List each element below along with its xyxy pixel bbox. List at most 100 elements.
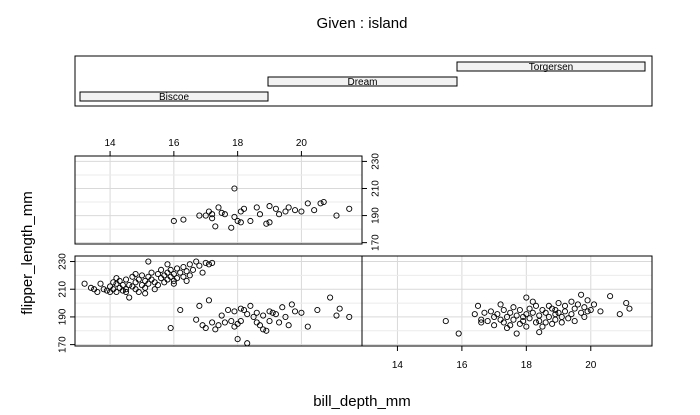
data-point <box>500 306 507 314</box>
data-point <box>616 311 623 318</box>
data-point <box>202 259 209 266</box>
data-point <box>314 306 321 314</box>
data-point <box>523 323 530 330</box>
data-point <box>304 200 311 207</box>
data-point <box>164 261 171 268</box>
x-tick-label: 14 <box>105 138 117 149</box>
data-point <box>304 323 311 330</box>
data-point <box>164 276 171 283</box>
data-point <box>250 313 257 320</box>
panel-dream <box>361 255 653 347</box>
data-point <box>568 311 575 318</box>
panel-torgersen <box>74 155 363 245</box>
data-point <box>122 288 130 296</box>
x-tick-label: 16 <box>456 360 468 371</box>
data-point <box>607 293 614 300</box>
data-point <box>145 280 152 287</box>
data-point <box>132 270 139 278</box>
data-point <box>205 297 212 304</box>
data-point <box>442 318 449 325</box>
data-point <box>523 294 530 301</box>
given-bar-label-torgersen: Torgersen <box>529 62 573 73</box>
data-point <box>110 279 117 286</box>
data-point <box>471 311 478 318</box>
data-point <box>253 204 260 211</box>
data-point <box>225 306 232 314</box>
data-point <box>186 261 193 268</box>
data-point <box>180 273 187 280</box>
data-point <box>510 304 517 311</box>
data-point <box>520 318 527 325</box>
data-point <box>266 318 273 325</box>
data-point <box>103 287 110 294</box>
data-point <box>148 276 155 283</box>
data-point <box>552 306 559 314</box>
data-point <box>623 300 630 307</box>
x-tick-label: 16 <box>168 138 180 149</box>
data-point <box>199 269 206 276</box>
data-point <box>247 302 254 309</box>
data-point <box>272 311 279 318</box>
data-point <box>161 279 168 286</box>
data-point <box>288 301 295 308</box>
data-point <box>510 316 517 323</box>
data-point <box>231 185 238 192</box>
data-point <box>285 322 292 329</box>
data-point <box>336 305 343 312</box>
data-point <box>228 318 235 325</box>
data-point <box>135 276 142 283</box>
data-point <box>138 272 146 279</box>
data-point <box>215 204 222 211</box>
data-point <box>221 211 228 218</box>
data-point <box>199 322 206 329</box>
data-point <box>237 208 244 215</box>
data-point <box>578 309 585 316</box>
data-point <box>626 305 633 312</box>
data-point <box>333 312 340 319</box>
data-point <box>218 209 225 216</box>
data-point <box>167 324 174 332</box>
data-point <box>497 301 504 308</box>
data-point <box>126 294 133 301</box>
data-point <box>500 319 507 326</box>
data-point <box>122 276 130 283</box>
data-point <box>244 340 251 347</box>
data-point <box>100 286 107 293</box>
data-point <box>202 324 209 332</box>
data-point <box>581 313 588 320</box>
data-point <box>545 302 552 309</box>
data-point <box>311 207 318 214</box>
data-point <box>549 305 556 312</box>
data-point <box>487 308 494 315</box>
data-point <box>481 309 488 316</box>
data-point <box>561 302 569 309</box>
data-point <box>597 308 604 315</box>
data-point <box>276 319 283 326</box>
scatter-panels <box>74 155 653 347</box>
data-point <box>94 288 101 296</box>
data-point <box>536 318 543 325</box>
data-point <box>81 280 88 287</box>
given-bar-label-biscoe: Biscoe <box>159 92 189 103</box>
data-point <box>327 294 334 301</box>
data-point <box>529 298 536 305</box>
data-point <box>202 212 209 219</box>
given-bars: Biscoe Dream Torgersen <box>79 61 646 103</box>
data-point <box>193 316 200 323</box>
data-point <box>584 297 591 304</box>
data-point <box>474 302 482 309</box>
data-point <box>542 319 549 326</box>
data-point <box>122 286 130 293</box>
data-point <box>180 216 187 223</box>
data-point <box>167 266 174 273</box>
data-point <box>177 269 184 276</box>
data-point <box>154 270 161 278</box>
data-point <box>177 306 184 314</box>
data-point <box>513 312 520 319</box>
data-point <box>209 211 216 218</box>
data-point <box>552 316 559 323</box>
data-point <box>234 217 241 225</box>
data-point <box>142 290 149 297</box>
data-point <box>555 300 562 307</box>
